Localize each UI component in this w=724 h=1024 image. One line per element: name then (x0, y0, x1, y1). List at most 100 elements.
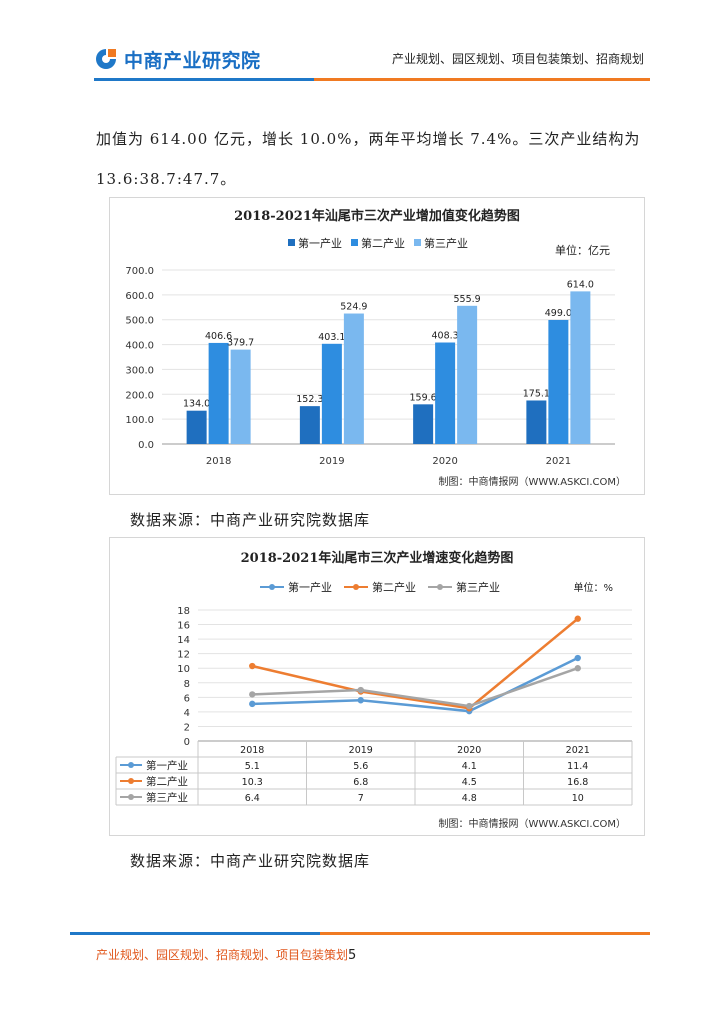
y-tick-label: 0 (184, 737, 190, 748)
data-source-1: 数据来源：中商产业研究院数据库 (130, 511, 371, 529)
table-cell: 4.5 (462, 777, 477, 788)
legend-label: 第三产业 (456, 580, 500, 594)
y-tick-label: 100.0 (125, 415, 154, 426)
logo-icon (94, 47, 118, 71)
bar (413, 404, 434, 444)
table-cell: 4.1 (462, 761, 477, 772)
data-label: 408.3 (432, 331, 459, 342)
y-tick-label: 600.0 (125, 291, 154, 302)
data-label: 159.6 (410, 392, 437, 403)
line-chart-growth-rate: 2018-2021年汕尾市三次产业增速变化趋势图 第一产业 第二产业 第三产业 单位：%… (109, 537, 645, 836)
table-cell: 5.1 (245, 761, 260, 772)
footer-divider-blue (70, 932, 320, 935)
data-point (466, 702, 473, 710)
table-cell: 16.8 (567, 777, 588, 788)
bar (526, 400, 547, 444)
logo: 中商产业研究院 (94, 44, 261, 74)
y-tick-label: 300.0 (125, 365, 154, 376)
y-tick-label: 4 (184, 708, 190, 719)
data-label: 406.6 (205, 331, 232, 342)
bar (435, 342, 456, 444)
x-tick-label: 2021 (566, 745, 590, 756)
data-point (357, 697, 364, 704)
body-paragraph-line-1: 加值为 614.00 亿元，增长 10.0%，两年平均增长 7.4%。三次产业结… (96, 130, 641, 148)
footer-tagline: 产业规划、园区规划、招商规划、项目包装策划 (96, 948, 349, 962)
legend-label: 第二产业 (372, 580, 416, 594)
x-tick-label: 2020 (457, 745, 481, 756)
table-legend-marker (128, 778, 134, 784)
y-tick-label: 10 (177, 664, 190, 675)
legend-swatch (351, 239, 358, 246)
y-tick-label: 18 (177, 606, 190, 617)
page-number: 5 (348, 948, 357, 963)
bar-chart-value-added: 2018-2021年汕尾市三次产业增加值变化趋势图 第一产业 第二产业 第三产业 单位：… (109, 197, 645, 495)
data-label: 175.1 (523, 388, 550, 399)
y-tick-label: 16 (177, 621, 190, 632)
table-series-label: 第二产业 (146, 775, 188, 788)
table-legend-marker (128, 794, 134, 800)
y-tick-label: 12 (177, 650, 190, 661)
data-label: 379.7 (227, 338, 254, 349)
table-cell: 10 (572, 793, 584, 804)
legend-label: 第一产业 (288, 580, 332, 594)
y-tick-label: 200.0 (125, 390, 154, 401)
table-cell: 6.4 (245, 793, 260, 804)
data-label: 499.0 (545, 308, 572, 319)
series-line (252, 656, 579, 713)
data-point (357, 686, 364, 694)
x-tick-label: 2021 (546, 456, 571, 467)
bar (457, 305, 478, 444)
unit-label: 单位：% (573, 581, 613, 594)
logo-text: 中商产业研究院 (124, 49, 261, 72)
series-line (252, 667, 579, 708)
bar (186, 410, 207, 444)
data-point (574, 615, 581, 622)
bar (230, 349, 251, 444)
y-tick-label: 6 (184, 693, 190, 704)
data-label: 614.0 (567, 279, 594, 290)
y-tick-label: 2 (184, 722, 190, 733)
data-point (574, 654, 581, 662)
header-tagline: 产业规划、园区规划、项目包装策划、招商规划 (391, 52, 644, 66)
table-legend-marker (128, 762, 134, 768)
legend-marker (269, 584, 275, 590)
x-tick-label: 2019 (319, 456, 344, 467)
chart-credit: 制图：中商情报网（WWW.ASKCI.COM） (439, 475, 627, 488)
data-point (249, 662, 256, 670)
chart-title: 2018-2021年汕尾市三次产业增加值变化趋势图 (234, 208, 520, 224)
table-cell: 6.8 (353, 777, 368, 788)
x-tick-label: 2018 (206, 456, 231, 467)
legend-label: 第一产业 (298, 236, 342, 250)
header-divider-blue (94, 78, 314, 81)
table-cell: 11.4 (567, 761, 588, 772)
bar (343, 313, 364, 444)
body-paragraph-line-2: 13.6:38.7:47.7。 (96, 170, 237, 188)
bar (299, 406, 320, 444)
x-tick-label: 2020 (432, 456, 457, 467)
legend-marker (353, 584, 359, 590)
unit-label: 单位：亿元 (555, 243, 610, 257)
header-divider-orange (314, 78, 650, 81)
y-tick-label: 14 (177, 635, 190, 646)
y-tick-label: 700.0 (125, 266, 154, 277)
data-point (249, 691, 256, 698)
legend-marker (437, 584, 443, 590)
y-tick-label: 0.0 (138, 440, 154, 451)
table-cell: 5.6 (353, 761, 368, 772)
footer-text: 产业规划、园区规划、招商规划、项目包装策划5 (96, 946, 356, 963)
legend-swatch (288, 239, 295, 246)
data-label: 524.9 (340, 302, 367, 313)
table-cell: 4.8 (462, 793, 477, 804)
data-label: 403.1 (318, 332, 345, 343)
chart-credit: 制图：中商情报网（WWW.ASKCI.COM） (439, 817, 627, 830)
data-label: 555.9 (454, 294, 481, 305)
bar (548, 319, 569, 444)
data-label: 134.0 (183, 399, 210, 410)
y-tick-label: 8 (184, 679, 190, 690)
chart-title: 2018-2021年汕尾市三次产业增速变化趋势图 (241, 550, 514, 566)
legend-swatch (414, 239, 421, 246)
legend-label: 第二产业 (361, 236, 405, 250)
bar (570, 291, 591, 444)
